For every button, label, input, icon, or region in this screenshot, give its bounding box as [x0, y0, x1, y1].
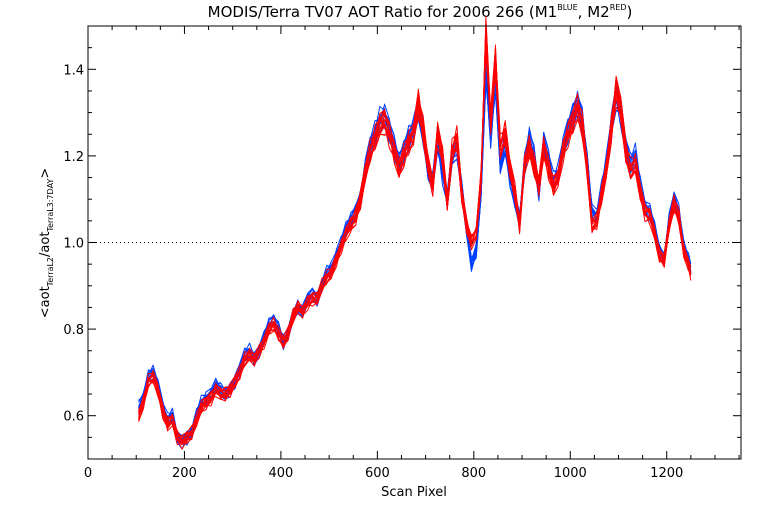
- y-tick-label: 0.6: [63, 410, 84, 425]
- x-tick-label: 0: [84, 466, 92, 481]
- x-tick-label: 600: [365, 466, 390, 481]
- x-tick-label: 800: [461, 466, 486, 481]
- x-axis: 0 200 400 600 800 1000 1200: [84, 26, 740, 481]
- x-tick-label: 1200: [650, 466, 683, 481]
- title-superscript-red: RED: [610, 3, 627, 12]
- x-tick-label: 400: [268, 466, 293, 481]
- y-tick-label: 1.2: [63, 150, 84, 165]
- chart-title: MODIS/Terra TV07 AOT Ratio for 2006 266 …: [208, 3, 633, 21]
- x-axis-label: Scan Pixel: [381, 485, 447, 500]
- title-superscript-blue: BLUE: [557, 3, 577, 12]
- y-label-subscript-l3: TerraL3:7DAY: [46, 179, 55, 233]
- series-member-line: [138, 32, 692, 442]
- series-member-line: [138, 53, 692, 450]
- y-axis-label: <aotTerraL2/aotTerraL3:7DAY>: [38, 168, 55, 318]
- series-member-line: [138, 33, 692, 446]
- series-member-line: [138, 15, 692, 438]
- y-tick-label: 1.4: [63, 63, 84, 78]
- y-label-subscript-l2: TerraL2: [46, 257, 55, 287]
- x-tick-label: 200: [172, 466, 197, 481]
- y-tick-label: 1.0: [63, 237, 84, 252]
- series-layer: [138, 15, 692, 450]
- series-ff0000-bundle: [138, 15, 692, 450]
- y-axis: 0.6 0.8 1.0 1.2 1.4: [63, 25, 741, 460]
- x-tick-label: 1000: [554, 466, 587, 481]
- y-tick-label: 0.8: [63, 323, 84, 338]
